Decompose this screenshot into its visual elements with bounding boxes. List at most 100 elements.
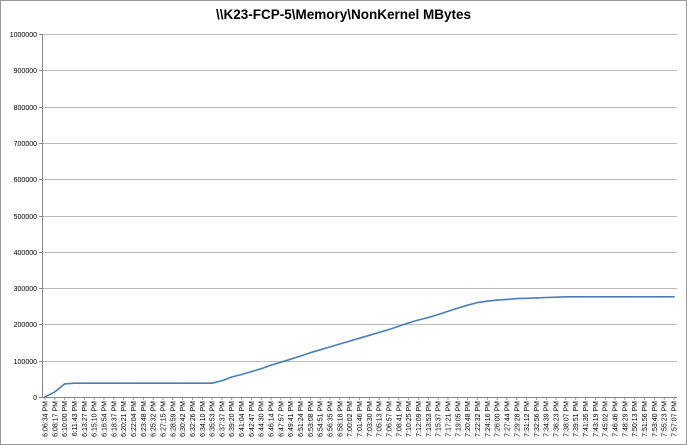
data-point — [201, 382, 204, 385]
x-tick-label: 7:46:46 PM — [613, 401, 620, 437]
data-point — [280, 361, 282, 364]
data-point — [181, 382, 184, 385]
data-point — [319, 349, 322, 351]
y-tick-label: 200000 — [14, 322, 37, 329]
x-tick-label: 6:56:35 PM — [328, 401, 335, 437]
gridlines — [42, 34, 677, 362]
series-line — [44, 295, 675, 398]
x-tick-label: 6:54:51 PM — [318, 401, 325, 437]
x-tick-label: 7:01:46 PM — [357, 401, 364, 437]
x-tick-label: 7:10:25 PM — [406, 401, 413, 437]
x-tick-label: 7:22:32 PM — [475, 401, 482, 437]
data-point — [309, 351, 312, 354]
x-tick-label: 7:51:56 PM — [642, 401, 649, 437]
data-point — [230, 376, 233, 378]
x-tick-label: 6:16:54 PM — [101, 401, 108, 437]
data-point — [407, 322, 410, 324]
data-point — [358, 337, 361, 340]
x-tick-label: 6:49:41 PM — [288, 401, 295, 437]
x-tick-label: 6:34:10 PM — [200, 401, 207, 437]
x-tick-label: 7:17:21 PM — [445, 401, 452, 437]
x-tick-label: 7:13:53 PM — [426, 401, 433, 437]
x-tick-label: 7:05:13 PM — [377, 401, 384, 437]
data-point — [348, 340, 351, 342]
x-tick-label: 6:39:20 PM — [229, 401, 236, 437]
x-tick-label: 6:35:53 PM — [210, 401, 217, 437]
x-tick-label: 7:08:41 PM — [396, 401, 403, 437]
data-point — [437, 313, 439, 316]
x-tick-label: 7:50:13 PM — [632, 401, 639, 437]
x-tick-label: 6:13:27 PM — [82, 401, 89, 437]
x-tick-label: 7:03:30 PM — [367, 401, 374, 437]
data-point — [142, 382, 145, 385]
data-point — [44, 396, 46, 398]
data-point — [83, 382, 86, 385]
x-tick-label: 6:53:08 PM — [308, 401, 315, 437]
y-tick-label: 800000 — [14, 105, 37, 112]
x-tick-label: 6:15:10 PM — [92, 401, 99, 437]
x-tick-label: 6:32:26 PM — [190, 401, 197, 437]
data-point — [565, 296, 567, 298]
x-tick-label: 6:42:47 PM — [249, 401, 256, 437]
x-tick-label: 7:48:29 PM — [622, 401, 629, 437]
data-point — [172, 382, 174, 385]
chart-title: \\K23-FCP-5\Memory\NonKernel MBytes — [215, 7, 472, 22]
x-tick-label: 7:43:19 PM — [593, 401, 600, 437]
x-tick-label: 6:46:14 PM — [269, 401, 276, 437]
y-tick-label: 500000 — [14, 214, 37, 221]
x-tick-label: 7:24:16 PM — [485, 401, 492, 437]
data-point — [506, 298, 508, 301]
data-point — [93, 382, 95, 385]
data-point — [663, 296, 665, 298]
data-point — [594, 296, 597, 298]
x-tick-label: 6:06:34 PM — [43, 401, 50, 437]
x-tick-label: 7:31:12 PM — [524, 401, 531, 437]
data-point — [555, 296, 557, 299]
x-tick-label: 6:44:30 PM — [259, 401, 266, 437]
data-point — [417, 319, 420, 321]
data-point — [525, 297, 528, 300]
x-tick-label: 6:18:37 PM — [111, 401, 118, 437]
data-point — [103, 382, 105, 385]
axes — [39, 34, 677, 400]
x-tick-label: 6:25:32 PM — [151, 401, 158, 437]
data-point — [457, 307, 459, 309]
x-tick-label: 6:27:15 PM — [160, 401, 167, 437]
y-tick-label: 600000 — [14, 177, 37, 184]
x-tick-label: 7:15:37 PM — [436, 401, 443, 437]
data-point — [584, 296, 587, 298]
x-tick-label: 7:34:39 PM — [544, 401, 551, 437]
x-tick-label: 6:11:43 PM — [72, 401, 79, 436]
data-point — [388, 328, 390, 331]
data-point — [496, 299, 498, 301]
y-tick-label: 100000 — [14, 359, 37, 366]
data-point — [240, 373, 243, 376]
data-point — [516, 297, 518, 300]
data-point — [633, 296, 636, 298]
y-tick-label: 1000000 — [10, 32, 37, 39]
data-point — [211, 382, 213, 385]
x-tick-label: 7:36:23 PM — [554, 401, 561, 437]
x-tick-label: 6:08:17 PM — [52, 401, 59, 437]
data-point — [122, 382, 125, 385]
data-point — [260, 367, 263, 370]
data-point — [624, 296, 626, 298]
y-tick-label: 300000 — [14, 286, 37, 293]
x-tick-label: 6:47:57 PM — [278, 401, 285, 437]
data-point — [466, 304, 469, 307]
x-tick-label: 6:58:18 PM — [337, 401, 344, 437]
series-layer — [44, 295, 675, 398]
data-point — [476, 301, 479, 304]
x-tick-label: 7:57:07 PM — [672, 401, 679, 437]
data-point — [299, 355, 302, 357]
data-point — [63, 383, 66, 385]
data-point — [535, 297, 538, 299]
x-tick-label: 7:19:05 PM — [455, 401, 462, 437]
x-tick-label: 6:30:42 PM — [180, 401, 187, 437]
data-point — [427, 316, 430, 319]
data-point — [643, 296, 646, 298]
data-point — [113, 382, 115, 385]
data-point — [221, 379, 223, 382]
